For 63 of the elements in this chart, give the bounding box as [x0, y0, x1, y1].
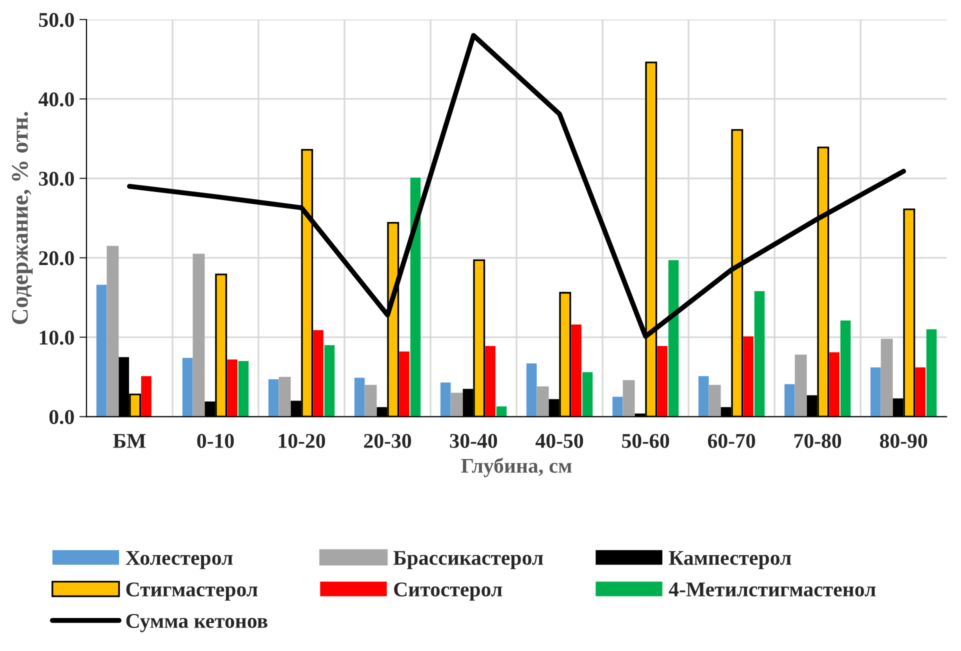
y-tick-label: 10.0 [40, 330, 74, 345]
bar [870, 367, 881, 417]
bar [399, 352, 410, 417]
legend-label: Ситостерол [394, 582, 502, 601]
x-tick-label: 80-90 [880, 434, 928, 448]
bar [485, 346, 496, 417]
legend-label: Сумма кетонов [126, 614, 268, 632]
y-tick-label: 20.0 [39, 251, 74, 266]
bar [668, 260, 679, 417]
x-tick-label: 0-10 [197, 434, 234, 448]
bar [840, 320, 851, 417]
bar [536, 386, 549, 417]
x-tick-label: 30-40 [450, 434, 498, 448]
bar [440, 382, 451, 417]
bar [612, 396, 623, 417]
bar [141, 376, 152, 417]
bar [708, 384, 721, 417]
bar [96, 284, 107, 417]
y-tick-label: 40.0 [38, 92, 74, 106]
bar [582, 372, 593, 417]
bar [754, 291, 765, 417]
x-tick-label: 20-30 [364, 434, 412, 448]
bar [784, 384, 795, 417]
y-axis-title: Содержание, % отн. [12, 112, 33, 324]
bar [698, 376, 709, 417]
bar [410, 178, 421, 417]
bar [238, 361, 249, 417]
bar [278, 376, 291, 417]
bar [324, 345, 335, 417]
bar [182, 358, 193, 417]
bar [450, 392, 463, 417]
legend-label: Стигмастерол [126, 582, 258, 601]
bar [794, 354, 807, 417]
x-tick-label: 70-80 [794, 434, 842, 448]
bar [915, 367, 926, 417]
y-tick-label: 0.0 [49, 410, 74, 424]
bar [743, 336, 754, 417]
bar [526, 363, 537, 417]
bar [622, 380, 635, 417]
bar [268, 379, 279, 417]
x-tick-label: 60-70 [708, 434, 756, 448]
bar [364, 384, 377, 417]
x-tick-label: БМ [113, 434, 146, 448]
legend-label: Брассикастерол [393, 551, 544, 570]
x-axis-title: Глубина, см [461, 458, 572, 478]
legend-label: Холестерол [126, 551, 233, 570]
bar [106, 246, 119, 417]
bar [571, 324, 582, 417]
x-tick-label: 40-50 [536, 434, 584, 448]
bar [192, 254, 205, 417]
x-tick-label: 50-60 [622, 434, 670, 448]
y-tick-label: 50.0 [39, 12, 74, 28]
bar [829, 352, 840, 417]
x-tick-label: 10-20 [278, 434, 326, 448]
bar [227, 359, 238, 417]
bar [354, 378, 365, 417]
legend-label: 4-Метилстигмастенол [668, 582, 876, 596]
legend-label: Кампестерол [668, 551, 792, 570]
bar [926, 329, 937, 417]
bar [657, 346, 668, 417]
y-tick-label: 30.0 [39, 172, 74, 186]
bar [880, 338, 893, 417]
bar [313, 330, 324, 417]
